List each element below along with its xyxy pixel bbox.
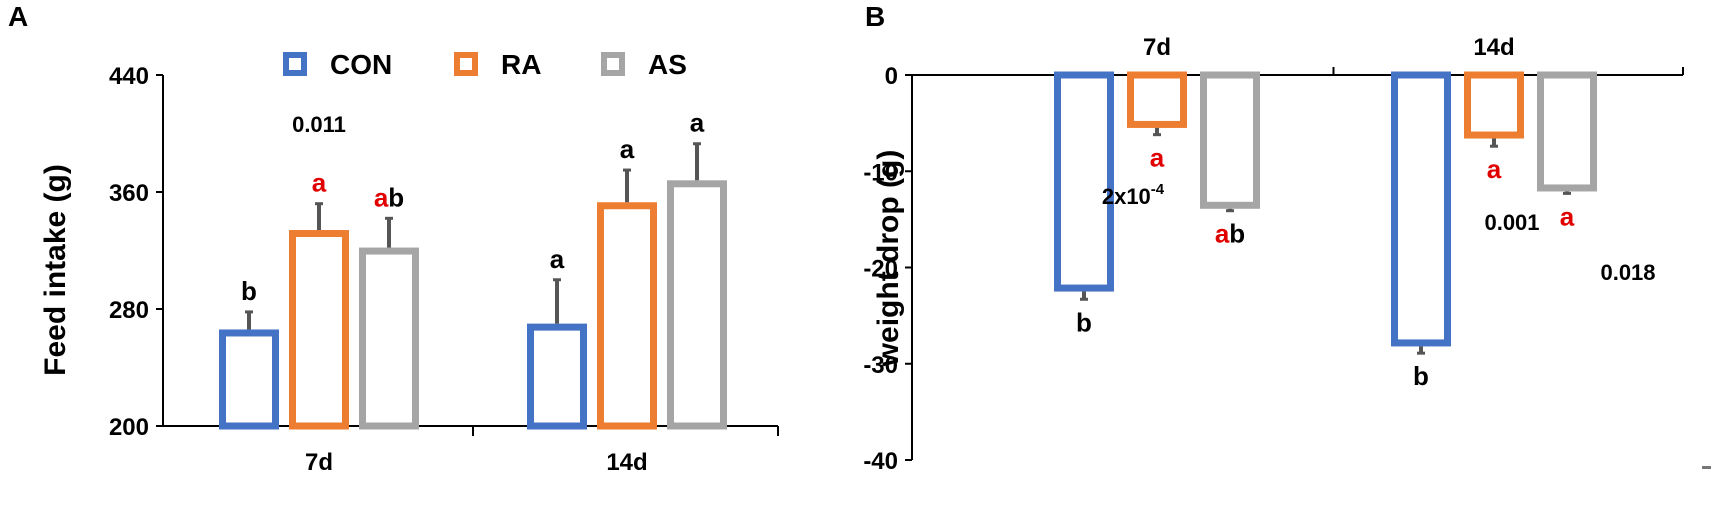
panel-a-plot: 200 280 360 440 7d 14d b a a a ab a 0.011 (109, 63, 779, 476)
sig-label-b-ra-14d: a (1487, 154, 1502, 184)
bar-b-as-14d (1537, 71, 1597, 192)
bar-a-as-7d (359, 247, 419, 430)
bar-a-con-14d (527, 323, 587, 430)
category-label-b-7d: 7d (1143, 34, 1171, 61)
y-tick-label-a-440: 440 (109, 63, 149, 90)
sig-label-b-as-7d: ab (1215, 219, 1245, 249)
bar-a-as-14d (667, 180, 727, 430)
p-value-b-2: 0.018 (1600, 260, 1655, 285)
bar-b-as-7d (1200, 71, 1260, 209)
p-value-b-0: 2x10-4 (1102, 181, 1165, 209)
y-tick-label-b-0: 0 (885, 63, 898, 90)
sig-label-a-ra-14d: a (620, 134, 635, 164)
y-tick-label-b--40: -40 (863, 448, 898, 475)
legend: CON RA AS (283, 49, 687, 80)
sig-label-a-con-7d: b (241, 276, 257, 306)
panel-letter-b: B (865, 1, 885, 32)
sig-label-b-as-14d: a (1560, 201, 1575, 231)
stray-mark (1702, 466, 1711, 469)
legend-swatch-as (601, 52, 625, 76)
panel-letter-a: A (8, 1, 28, 32)
y-tick-label-a-280: 280 (109, 297, 149, 324)
sig-label-b-con-14d: b (1413, 361, 1429, 391)
bar-b-con-14d (1391, 71, 1451, 347)
y-axis-title-b: weight drop (g) (872, 150, 905, 368)
sig-label-a-as-7d: ab (374, 182, 404, 212)
sig-label-b-con-7d: b (1076, 307, 1092, 337)
sig-label-a-as-14d: a (690, 108, 705, 138)
y-tick-label-b--10: -10 (863, 159, 898, 186)
sig-label-a-con-14d: a (550, 244, 565, 274)
legend-label-ra: RA (501, 49, 541, 80)
legend-label-as: AS (648, 49, 687, 80)
bar-a-ra-7d (289, 230, 349, 430)
category-label-a-7d: 7d (305, 449, 333, 476)
sig-label-a-ra-7d: a (312, 168, 327, 198)
panel-b-plot: 0 -10 -20 -30 -40 7d 14d b b a a ab a 2x10-4 0.001 0.01… (863, 34, 1684, 475)
y-tick-label-b--30: -30 (863, 352, 898, 379)
y-tick-label-a-200: 200 (109, 414, 149, 441)
category-label-b-14d: 14d (1473, 34, 1514, 61)
legend-swatch-ra (454, 52, 478, 76)
p-value-a-0: 0.011 (292, 112, 346, 137)
bar-b-ra-7d (1127, 71, 1187, 128)
y-axis-title-a: Feed intake (g) (39, 164, 72, 376)
category-label-a-14d: 14d (606, 449, 647, 476)
bar-b-con-7d (1054, 71, 1114, 292)
p-value-b-1: 0.001 (1484, 210, 1539, 235)
y-tick-label-b--20: -20 (863, 256, 898, 283)
legend-swatch-con (283, 52, 307, 76)
legend-label-con: CON (330, 49, 392, 80)
bar-a-ra-14d (597, 202, 657, 430)
bar-a-con-7d (219, 329, 279, 430)
y-tick-label-a-360: 360 (109, 180, 149, 207)
bar-b-ra-14d (1464, 71, 1524, 139)
sig-label-b-ra-7d: a (1150, 143, 1165, 173)
